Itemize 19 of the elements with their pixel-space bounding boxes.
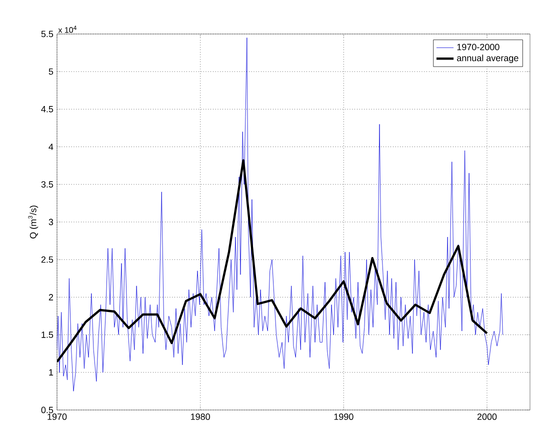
y-tick-label: 5.5 <box>41 30 54 38</box>
y-tick-label: 2 <box>48 294 54 300</box>
y-tick-label: 3.5 <box>41 181 54 188</box>
x-tick-label: 1990 <box>334 414 354 420</box>
x-tick-label: 1970 <box>48 414 67 420</box>
y-axis-title: Q (m$^{3}$/s) <box>28 206 38 238</box>
legend-label: annual average <box>457 54 518 64</box>
y-tick-label: 3 <box>48 218 54 226</box>
legend-label: 1970-2000 <box>457 44 500 50</box>
y-tick-label: 5 <box>48 68 54 75</box>
y-tick-label: 1 <box>49 369 54 376</box>
y-tick-label: 4 <box>48 144 54 150</box>
y-tick-label: 4.5 <box>41 106 54 112</box>
y-tick-label: 0.5 <box>41 406 54 414</box>
x-tick-label: 2000 <box>477 414 497 420</box>
text: x 10$^{4}$ <box>58 26 76 33</box>
y-tick-label: 1.5 <box>42 332 54 338</box>
x-tick-label: 1980 <box>191 414 210 420</box>
y-tick-label: 2.5 <box>41 256 54 263</box>
